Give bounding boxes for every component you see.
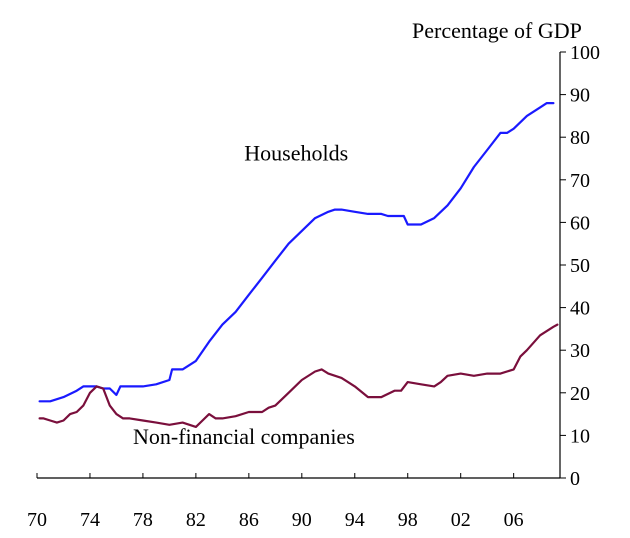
series-layer [38, 102, 559, 428]
y-tick-label: 100 [570, 42, 600, 64]
series-line-households [38, 102, 555, 403]
x-tick-label: 98 [398, 509, 418, 531]
y-tick-label: 20 [570, 383, 590, 405]
series-annotation: Non-financial companies [133, 424, 355, 449]
y-tick-label: 70 [570, 170, 590, 192]
y-tick-label: 0 [570, 468, 580, 490]
y-axis-title: Percentage of GDP [412, 18, 582, 43]
x-tick-label: 02 [451, 509, 471, 531]
x-tick-label: 94 [345, 509, 365, 531]
x-tick-label: 74 [80, 509, 100, 531]
x-tick-label: 86 [239, 509, 259, 531]
y-tick-label: 90 [570, 85, 590, 107]
annotations: Households Non-financial companies [133, 141, 355, 449]
x-tick-label: 06 [504, 509, 524, 531]
x-tick-label: 70 [27, 509, 47, 531]
axes: 0 10 20 30 40 50 60 70 80 90 100 70 74 78 82 86 90 94 98 02… [27, 42, 600, 531]
x-tick-label: 82 [186, 509, 206, 531]
x-tick-label: 90 [292, 509, 312, 531]
y-tick-label: 40 [570, 298, 590, 320]
y-tick-label: 30 [570, 340, 590, 362]
y-tick-label: 80 [570, 127, 590, 149]
x-tick-label: 78 [133, 509, 153, 531]
y-tick-label: 50 [570, 255, 590, 277]
series-annotation: Households [244, 141, 348, 166]
y-tick-label: 10 [570, 425, 590, 447]
y-tick-label: 60 [570, 212, 590, 234]
series-line-non-financial-companies [38, 323, 559, 428]
